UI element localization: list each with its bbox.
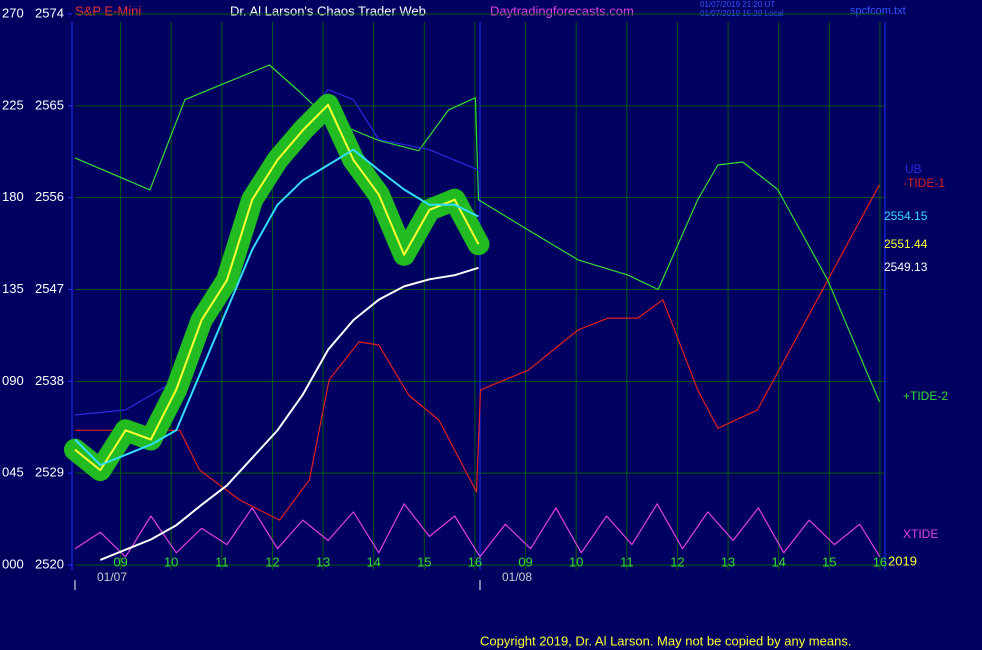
x-tick-label: 16 (468, 554, 482, 569)
series-line (75, 184, 880, 521)
x-tick-label: 11 (215, 554, 229, 569)
y2-tick-label: 225 (2, 97, 24, 112)
x-tick-label: 15 (822, 554, 836, 569)
copyright: Copyright 2019, Dr. Al Larson. May not b… (480, 633, 851, 648)
x-tick-label: 10 (164, 554, 178, 569)
y-tick-label: 2547 (35, 281, 64, 296)
series-line (74, 148, 479, 466)
x-tick-label: 09 (518, 554, 532, 569)
x-tick-label: 14 (366, 554, 380, 569)
last-value-label: 2554.15 (884, 209, 928, 223)
x-tick-label: 12 (265, 554, 279, 569)
year-label: 2019 (888, 553, 917, 568)
date-label: 01/08 (502, 570, 532, 584)
series-label: -TIDE-1 (903, 176, 945, 190)
last-value-label: 2551.44 (884, 237, 928, 251)
file-name: spcfcom.txt (850, 5, 906, 17)
y2-tick-label: 090 (2, 373, 24, 388)
series-label: XTIDE (903, 527, 938, 541)
series-label: +TIDE-2 (903, 389, 948, 403)
x-tick-label: 10 (569, 554, 583, 569)
x-tick-label: 15 (417, 554, 431, 569)
last-value-label: 2549.13 (884, 260, 928, 274)
x-tick-label: 14 (771, 554, 785, 569)
y-tick-label: 2556 (35, 189, 64, 204)
site: Daytradingforecasts.com (490, 3, 634, 18)
series-line (74, 503, 881, 558)
timestamp: 01/07/2019 21:20 UT (700, 0, 775, 9)
x-tick-label: 13 (316, 554, 330, 569)
y2-tick-label: 135 (2, 281, 24, 296)
series-label: UB (905, 162, 922, 176)
x-tick-label: 11 (620, 554, 634, 569)
y-tick-label: 2574 (35, 5, 64, 20)
x-tick-label: 09 (113, 554, 127, 569)
date-label: 01/07 (97, 570, 127, 584)
y2-tick-label: 045 (2, 465, 24, 480)
series-line (99, 266, 479, 561)
series-line (74, 103, 480, 472)
y2-tick-label: 270 (2, 5, 24, 20)
y-tick-label: 2520 (35, 556, 64, 571)
y-tick-label: 2565 (35, 97, 64, 112)
chart-title: Dr. Al Larson's Chaos Trader Web (230, 3, 426, 18)
symbol: S&P E-Mini (75, 3, 141, 18)
y-tick-label: 2538 (35, 373, 64, 388)
y2-tick-label: 000 (2, 556, 24, 571)
series-line (74, 64, 880, 402)
x-tick-label: 13 (721, 554, 735, 569)
x-tick-label: 12 (670, 554, 684, 569)
x-tick-label: 16 (873, 554, 887, 569)
y-tick-label: 2529 (35, 465, 64, 480)
y2-tick-label: 180 (2, 189, 24, 204)
